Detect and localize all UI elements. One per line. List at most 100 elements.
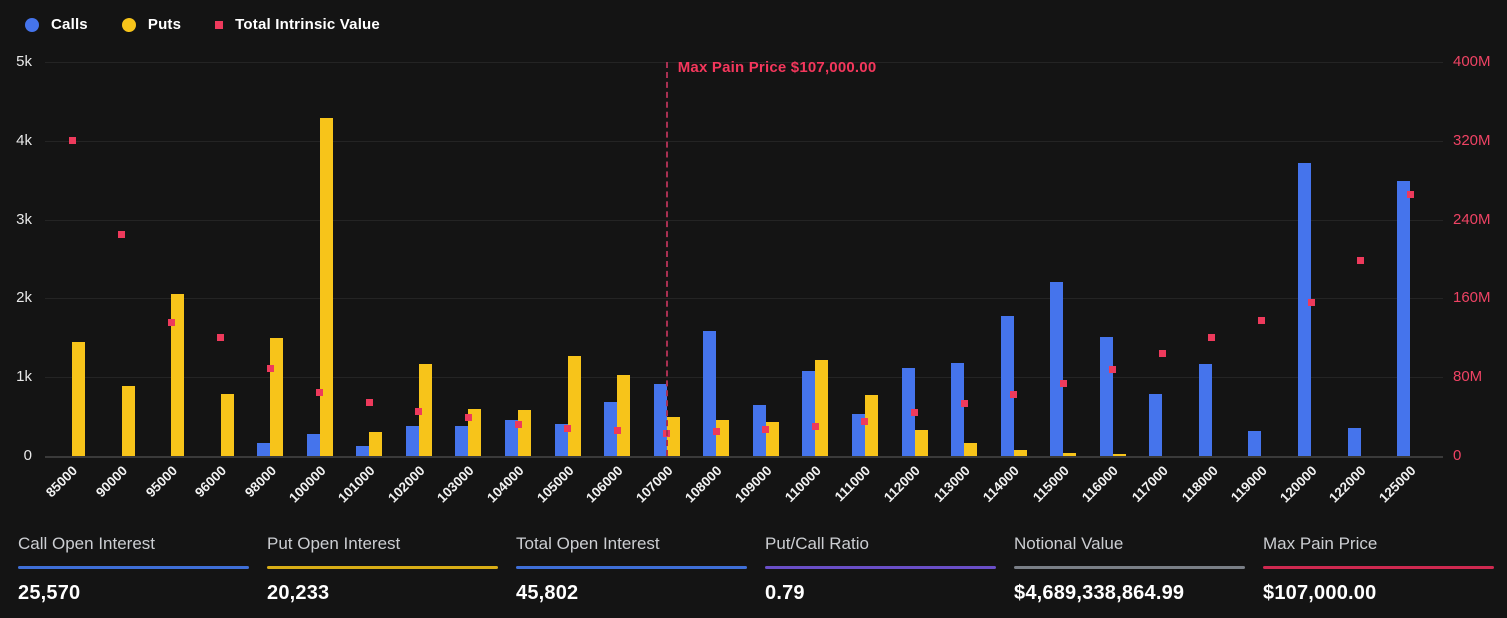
call-bar[interactable] xyxy=(1000,315,1014,456)
grid-line xyxy=(45,62,1443,63)
intrinsic-dot[interactable] xyxy=(564,424,572,432)
stat-underline xyxy=(516,566,747,569)
x-axis-label-text: 110000 xyxy=(782,463,824,505)
call-bar[interactable] xyxy=(604,402,618,456)
x-axis-label-text: 113000 xyxy=(930,463,973,505)
put-bar[interactable] xyxy=(914,429,928,456)
stat-put-call-ratio: Put/Call Ratio 0.79 xyxy=(765,534,996,605)
intrinsic-dot[interactable] xyxy=(1257,316,1265,324)
call-bar[interactable] xyxy=(505,419,519,456)
put-bar[interactable] xyxy=(220,393,234,456)
intrinsic-dot[interactable] xyxy=(811,422,819,430)
intrinsic-dot[interactable] xyxy=(1109,365,1117,373)
intrinsic-dot[interactable] xyxy=(514,420,522,428)
intrinsic-dot[interactable] xyxy=(1158,350,1166,358)
put-bar[interactable] xyxy=(418,363,432,456)
call-bar[interactable] xyxy=(455,426,469,456)
put-bar[interactable] xyxy=(369,432,383,456)
legend-item-puts[interactable]: Puts xyxy=(121,16,181,33)
stat-notional-value: Notional Value $4,689,338,864.99 xyxy=(1014,534,1245,605)
call-bar[interactable] xyxy=(653,384,667,456)
put-bar[interactable] xyxy=(72,341,85,456)
x-axis-label-text: 125000 xyxy=(1376,463,1419,506)
call-bar[interactable] xyxy=(257,442,271,456)
x-axis-label-text: 118000 xyxy=(1178,463,1221,505)
put-bar[interactable] xyxy=(567,355,581,456)
call-bar[interactable] xyxy=(1248,430,1262,456)
put-bar[interactable] xyxy=(964,442,978,456)
intrinsic-dot[interactable] xyxy=(415,408,423,416)
put-bar[interactable] xyxy=(1112,454,1126,456)
intrinsic-dot[interactable] xyxy=(960,400,968,408)
intrinsic-dot[interactable] xyxy=(1010,391,1018,399)
stat-underline xyxy=(1014,566,1245,569)
intrinsic-marker-icon xyxy=(215,20,224,29)
intrinsic-dot[interactable] xyxy=(68,137,76,145)
y-axis-label-right: 0 xyxy=(1453,447,1462,464)
call-bar[interactable] xyxy=(951,363,965,456)
put-bar[interactable] xyxy=(1013,449,1027,456)
legend-item-intrinsic[interactable]: Total Intrinsic Value xyxy=(215,16,380,33)
put-bar[interactable] xyxy=(171,293,185,456)
put-bar[interactable] xyxy=(270,337,284,456)
call-bar[interactable] xyxy=(306,433,320,456)
call-bar[interactable] xyxy=(405,426,419,456)
call-bar[interactable] xyxy=(1149,393,1163,456)
intrinsic-dot[interactable] xyxy=(1059,379,1067,387)
x-axis-label-text: 85000 xyxy=(43,463,81,501)
stat-underline xyxy=(1263,566,1494,569)
intrinsic-dot[interactable] xyxy=(217,334,225,342)
put-bar[interactable] xyxy=(716,419,730,456)
intrinsic-dot[interactable] xyxy=(613,426,621,434)
x-axis-label-text: 116000 xyxy=(1079,463,1122,505)
put-bar[interactable] xyxy=(1063,452,1077,456)
call-bar[interactable] xyxy=(1298,162,1311,456)
call-bar[interactable] xyxy=(752,404,766,456)
intrinsic-dot[interactable] xyxy=(316,389,324,397)
put-bar[interactable] xyxy=(864,394,878,456)
call-bar[interactable] xyxy=(1050,281,1064,456)
intrinsic-dot[interactable] xyxy=(861,418,869,426)
intrinsic-dot[interactable] xyxy=(464,414,472,422)
grid-line xyxy=(45,456,1443,458)
call-bar[interactable] xyxy=(1099,337,1113,456)
put-bar[interactable] xyxy=(617,374,631,456)
intrinsic-dot[interactable] xyxy=(762,425,770,433)
grid-line xyxy=(45,219,1443,221)
intrinsic-dot[interactable] xyxy=(365,399,373,407)
y-axis-label-left: 5k xyxy=(16,53,32,70)
stat-value: 45,802 xyxy=(516,582,579,604)
y-axis-label-right: 400M xyxy=(1453,53,1491,70)
intrinsic-dot[interactable] xyxy=(911,409,919,417)
call-bar[interactable] xyxy=(802,370,816,456)
intrinsic-dot[interactable] xyxy=(1208,334,1216,342)
call-bar[interactable] xyxy=(1347,427,1361,456)
stat-label: Notional Value xyxy=(1014,534,1124,553)
put-bar[interactable] xyxy=(518,410,532,456)
call-bar[interactable] xyxy=(901,367,915,456)
put-bar[interactable] xyxy=(319,117,333,456)
call-bar[interactable] xyxy=(554,424,568,456)
stat-value: $107,000.00 xyxy=(1263,582,1377,604)
put-bar[interactable] xyxy=(121,385,135,456)
x-axis-label-text: 101000 xyxy=(335,463,378,506)
call-bar[interactable] xyxy=(356,445,370,456)
intrinsic-dot[interactable] xyxy=(266,364,274,372)
intrinsic-dot[interactable] xyxy=(712,427,720,435)
intrinsic-dot[interactable] xyxy=(1307,298,1315,306)
x-axis-label-text: 105000 xyxy=(533,463,577,506)
intrinsic-dot[interactable] xyxy=(167,318,175,326)
intrinsic-dot[interactable] xyxy=(1406,191,1414,199)
x-axis-label-text: 109000 xyxy=(731,463,775,506)
call-bar[interactable] xyxy=(1198,363,1212,456)
legend-item-calls[interactable]: Calls xyxy=(25,16,88,33)
intrinsic-dot[interactable] xyxy=(118,230,126,238)
put-bar[interactable] xyxy=(815,359,829,456)
y-axis-label-right: 80M xyxy=(1453,368,1483,386)
call-bar[interactable] xyxy=(1397,180,1411,456)
call-bar[interactable] xyxy=(703,331,717,456)
put-bar[interactable] xyxy=(666,416,680,456)
stat-put-open-interest: Put Open Interest 20,233 xyxy=(267,534,498,605)
intrinsic-dot[interactable] xyxy=(1357,257,1365,265)
